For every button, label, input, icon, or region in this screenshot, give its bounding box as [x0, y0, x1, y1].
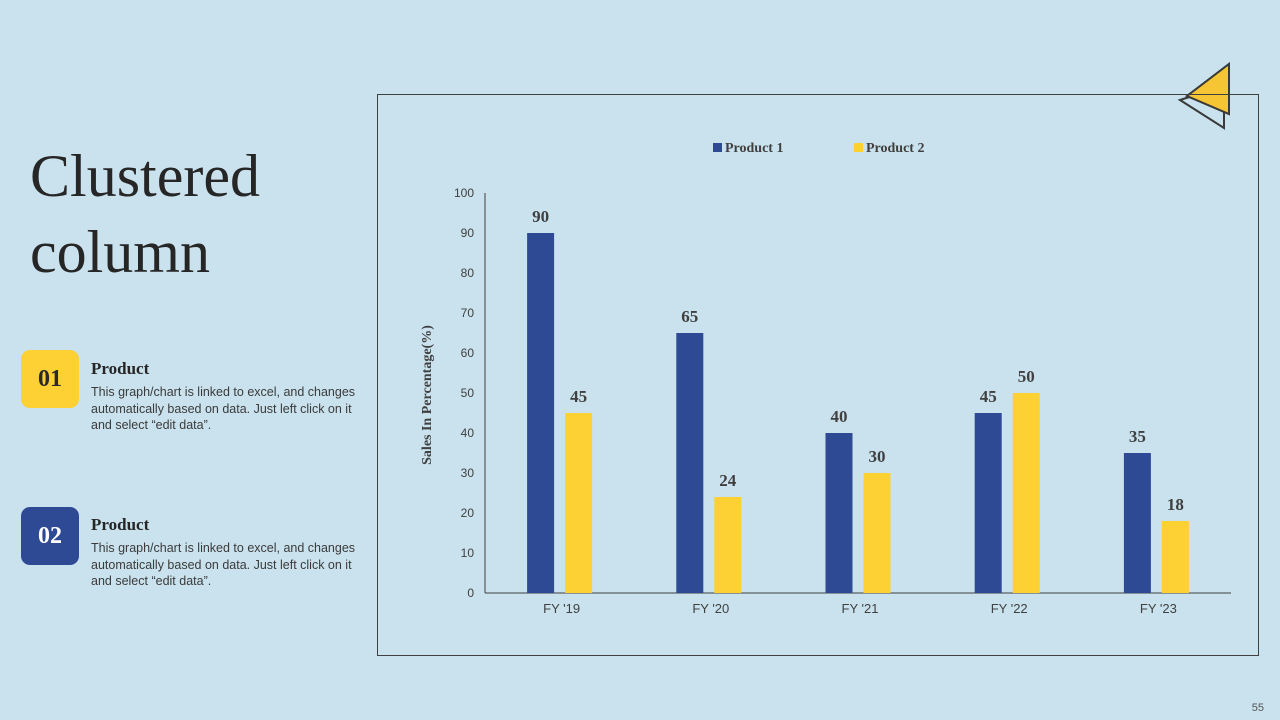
- y-tick-label: 10: [461, 546, 475, 560]
- bar-product-2: [1161, 521, 1189, 593]
- x-tick-label: FY '23: [1140, 601, 1177, 616]
- item-description: This graph/chart is linked to excel, and…: [91, 385, 356, 432]
- data-label: 90: [532, 207, 549, 226]
- legend-label: Product 2: [866, 141, 924, 156]
- clustered-column-chart: 0 10 20 30 40 50 60 70 80 90 100 Sales In Percentag…: [420, 141, 1231, 616]
- x-tick-label: FY '19: [543, 601, 580, 616]
- item-heading: Product: [91, 359, 150, 378]
- y-tick-label: 20: [461, 506, 475, 520]
- bar-product-2: [863, 473, 891, 593]
- y-tick-label: 30: [461, 466, 475, 480]
- x-tick-label: FY '21: [842, 601, 879, 616]
- data-label: 30: [869, 447, 886, 466]
- y-tick-label: 80: [461, 266, 475, 280]
- page-number: 55: [1251, 702, 1264, 714]
- y-tick-label: 40: [461, 426, 475, 440]
- chart-frame: 0 10 20 30 40 50 60 70 80 90 100 Sales In Percentag…: [377, 94, 1259, 656]
- item-number-badge: 02: [21, 507, 79, 565]
- bar-product-2: [1012, 393, 1040, 593]
- legend-swatch: [713, 143, 722, 152]
- y-tick-label: 50: [461, 386, 475, 400]
- y-axis-title: Sales In Percentage(%): [420, 325, 435, 465]
- item-heading: Product: [91, 515, 150, 534]
- bar-product-2: [714, 497, 742, 593]
- triangle-logo-icon: [1177, 61, 1230, 130]
- bar-product-1: [1123, 453, 1151, 593]
- item-number-badge: 01: [21, 350, 79, 408]
- data-label: 24: [719, 471, 737, 490]
- y-tick-label: 70: [461, 306, 475, 320]
- data-label: 40: [831, 407, 848, 426]
- bar-product-2: [565, 413, 593, 593]
- bar-product-1: [676, 333, 704, 593]
- item-description: This graph/chart is linked to excel, and…: [91, 541, 356, 588]
- data-label: 45: [570, 387, 587, 406]
- x-tick-label: FY '20: [692, 601, 729, 616]
- bar-product-1: [974, 413, 1002, 593]
- y-tick-label: 90: [461, 226, 475, 240]
- bar-product-1: [527, 233, 555, 593]
- y-tick-label: 60: [461, 346, 475, 360]
- data-label: 50: [1018, 367, 1035, 386]
- y-tick-label: 0: [467, 586, 474, 600]
- bar-product-1: [825, 433, 853, 593]
- legend-label: Product 1: [725, 141, 783, 156]
- data-label: 45: [980, 387, 997, 406]
- data-label: 18: [1167, 495, 1184, 514]
- slide-title: Clustered column: [30, 143, 260, 285]
- x-tick-label: FY '22: [991, 601, 1028, 616]
- y-tick-label: 100: [454, 186, 474, 200]
- legend-swatch: [854, 143, 863, 152]
- data-label: 35: [1129, 427, 1146, 446]
- data-label: 65: [681, 307, 698, 326]
